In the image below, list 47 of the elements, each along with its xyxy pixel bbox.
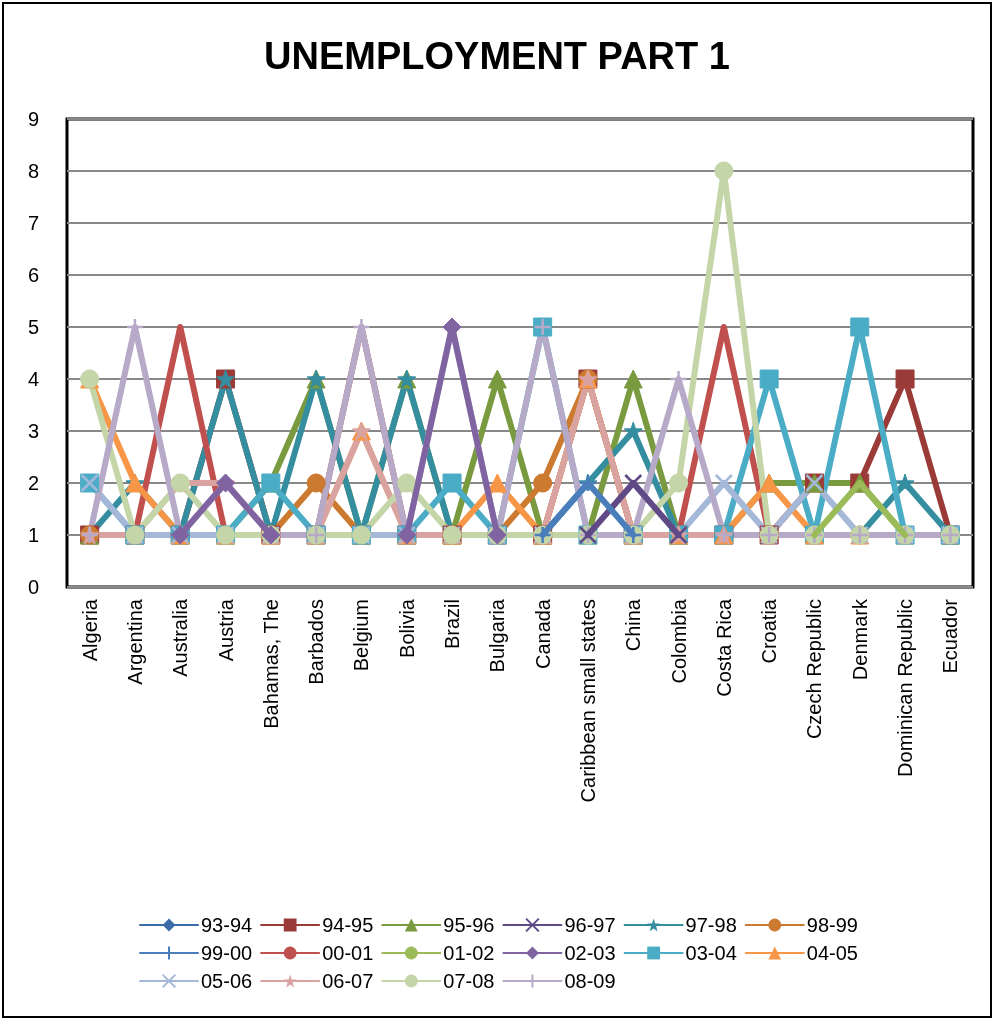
x-tick-label: Czech Republic <box>803 599 826 740</box>
legend-label: 98-99 <box>806 914 858 936</box>
legend-label: 96-97 <box>564 914 616 936</box>
legend-label: 08-09 <box>564 970 616 992</box>
legend-label: 93-94 <box>201 914 253 936</box>
legend-label: 99-00 <box>201 942 253 964</box>
legend-label: 95-96 <box>443 914 495 936</box>
x-tick-label: Dominican Republic <box>894 599 917 777</box>
x-tick-label: Denmark <box>848 598 871 681</box>
y-tick-label: 8 <box>27 160 39 182</box>
x-tick-label: China <box>622 598 645 652</box>
legend-label: 03-04 <box>685 942 737 964</box>
legend-label: 02-03 <box>564 942 616 964</box>
x-tick-label: Bulgaria <box>486 598 509 673</box>
x-tick-label: Brazil <box>441 599 464 650</box>
legend-label: 01-02 <box>443 942 495 964</box>
legend-label: 06-07 <box>322 970 374 992</box>
legend-label: 04-05 <box>806 942 858 964</box>
y-tick-label: 6 <box>27 264 39 286</box>
chart-title: UNEMPLOYMENT PART 1 <box>264 35 730 77</box>
legend-label: 07-08 <box>443 970 495 992</box>
x-tick-label: Australia <box>169 598 192 677</box>
x-tick-label: Belgium <box>350 599 373 672</box>
x-tick-label: Croatia <box>758 598 781 664</box>
x-tick-label: Algeria <box>78 598 101 662</box>
x-tick-label: Canada <box>531 598 554 670</box>
x-tick-label: Austria <box>214 598 237 662</box>
x-tick-label: Colombia <box>667 598 690 684</box>
x-tick-label: Argentina <box>123 598 146 685</box>
legend-label: 94-95 <box>322 914 374 936</box>
y-tick-label: 3 <box>27 420 39 442</box>
x-tick-label: Barbados <box>305 599 328 685</box>
x-tick-label: Bahamas, The <box>259 599 282 729</box>
legend-label: 97-98 <box>685 914 737 936</box>
y-tick-label: 1 <box>27 524 39 546</box>
y-tick-label: 2 <box>27 472 39 494</box>
y-tick-label: 5 <box>27 316 39 338</box>
y-tick-label: 0 <box>27 576 39 598</box>
x-tick-label: Bolivia <box>395 598 418 658</box>
y-tick-label: 7 <box>27 212 39 234</box>
x-tick-label: Costa Rica <box>712 598 735 697</box>
x-tick-label: Ecuador <box>939 598 962 674</box>
legend-label: 00-01 <box>322 942 374 964</box>
legend-label: 05-06 <box>201 970 253 992</box>
y-tick-label: 9 <box>27 108 39 130</box>
y-tick-label: 4 <box>27 368 39 390</box>
x-tick-label: Caribbean small states <box>576 599 599 803</box>
